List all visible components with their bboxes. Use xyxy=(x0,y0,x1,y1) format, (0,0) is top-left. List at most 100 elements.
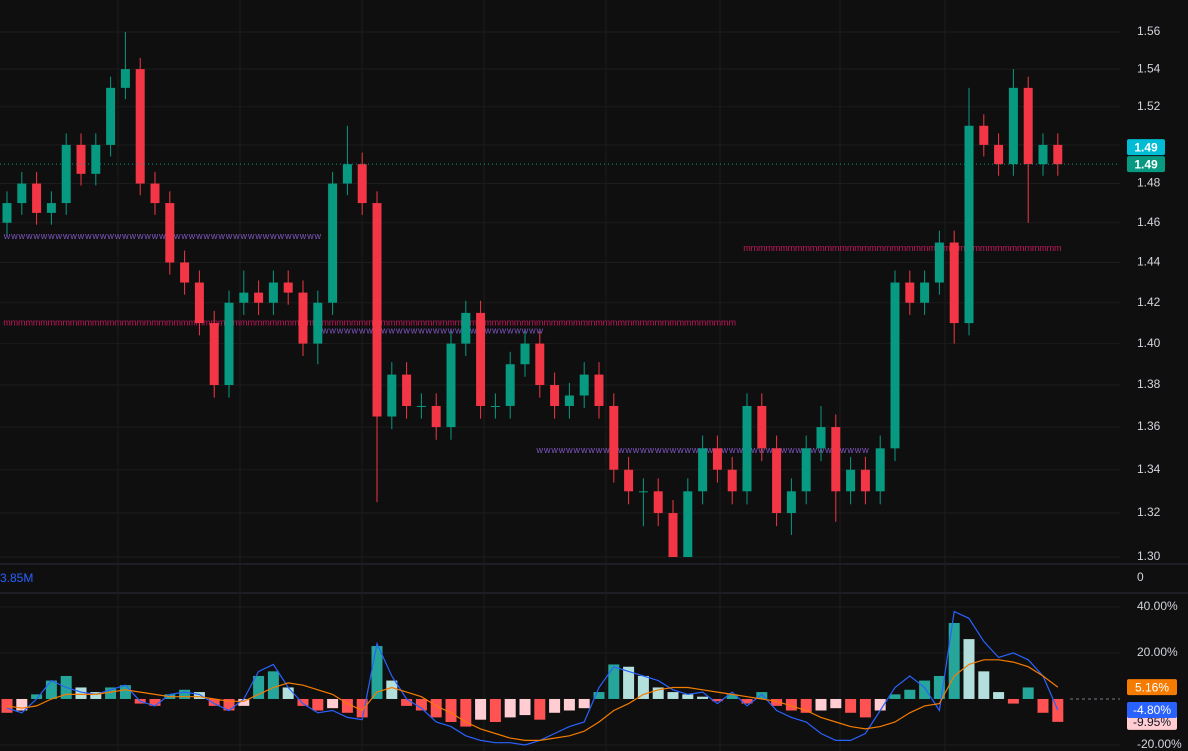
level-symbol: m xyxy=(410,317,418,327)
histogram-bar xyxy=(90,692,102,699)
level-symbol: m xyxy=(499,317,507,327)
candle-body xyxy=(609,405,619,470)
histogram-bar xyxy=(45,680,57,699)
histogram-bar xyxy=(859,698,871,718)
level-symbol: m xyxy=(62,317,70,327)
level-symbol: m xyxy=(802,243,810,253)
candle-body xyxy=(727,469,737,492)
level-symbol: w xyxy=(439,326,447,336)
level-symbol: m xyxy=(270,317,278,327)
level-symbol: m xyxy=(247,317,255,327)
level-symbol: w xyxy=(3,231,11,241)
candle-body xyxy=(594,374,604,406)
level-symbol: m xyxy=(425,317,433,327)
y-tick-label: 1.36 xyxy=(1137,419,1161,433)
value-badge-label: 5.16% xyxy=(1135,680,1169,694)
level-symbol: m xyxy=(514,317,522,327)
level-symbol: m xyxy=(418,317,426,327)
candle-body xyxy=(579,374,589,396)
level-symbol: w xyxy=(632,445,640,455)
candle-body xyxy=(520,343,530,365)
level-symbol: m xyxy=(884,243,892,253)
level-symbol: m xyxy=(743,243,751,253)
level-symbol: m xyxy=(388,317,396,327)
candle-body xyxy=(120,69,130,88)
level-symbol: w xyxy=(195,231,203,241)
candle-body xyxy=(150,183,160,204)
level-symbol: m xyxy=(566,317,574,327)
candle-body xyxy=(875,448,885,492)
candle-body xyxy=(772,448,782,514)
price-badge xyxy=(1127,139,1165,156)
candle-body xyxy=(1023,87,1033,165)
candle-body xyxy=(283,282,293,293)
level-symbol: m xyxy=(921,243,929,253)
level-symbol: w xyxy=(69,231,77,241)
histogram-bar xyxy=(652,687,664,699)
level-symbol: w xyxy=(536,326,544,336)
level-symbol: m xyxy=(647,317,655,327)
level-symbol: w xyxy=(647,445,655,455)
y-tick-label: 1.30 xyxy=(1137,549,1161,563)
candle-body xyxy=(920,282,930,303)
level-symbol: w xyxy=(854,445,862,455)
level-symbol: w xyxy=(10,231,18,241)
level-symbol: m xyxy=(358,317,366,327)
level-symbol: m xyxy=(70,317,78,327)
level-symbol: w xyxy=(402,326,410,336)
level-symbol: m xyxy=(721,317,729,327)
level-symbol: m xyxy=(825,243,833,253)
level-symbol: w xyxy=(240,231,248,241)
candle-body xyxy=(964,125,974,324)
histogram-bar xyxy=(948,623,960,699)
histogram-bar xyxy=(919,680,931,699)
level-symbol: m xyxy=(691,317,699,327)
level-symbol: m xyxy=(395,317,403,327)
level-symbol: m xyxy=(625,317,633,327)
level-symbol: w xyxy=(136,231,144,241)
level-symbol: w xyxy=(336,326,344,336)
level-symbol: w xyxy=(861,445,869,455)
level-symbol: w xyxy=(114,231,122,241)
level-symbol: m xyxy=(854,243,862,253)
level-symbol: w xyxy=(543,445,551,455)
level-symbol: m xyxy=(543,317,551,327)
histogram-bar xyxy=(771,698,783,706)
candle-body xyxy=(180,262,190,283)
histogram-bar xyxy=(341,698,353,713)
level-symbol: m xyxy=(817,243,825,253)
level-symbol: w xyxy=(454,326,462,336)
level-symbol: m xyxy=(284,317,292,327)
candle-body xyxy=(831,427,841,492)
candle-body xyxy=(949,242,959,324)
level-symbol: w xyxy=(491,326,499,336)
price-badge xyxy=(1127,156,1165,173)
level-symbol: m xyxy=(136,317,144,327)
histogram-bar xyxy=(16,698,28,711)
level-symbol: m xyxy=(751,243,759,253)
histogram-bar xyxy=(282,687,294,699)
candle-body xyxy=(505,364,515,406)
histogram-bar xyxy=(874,698,886,711)
histogram-bar xyxy=(356,698,368,718)
level-symbol: m xyxy=(255,317,263,327)
candle-body xyxy=(638,491,648,493)
histogram-bar xyxy=(489,698,501,722)
y-tick-label: 1.52 xyxy=(1137,99,1161,113)
level-symbol: m xyxy=(129,317,137,327)
y-tick-label: 1.42 xyxy=(1137,295,1161,309)
histogram-bar xyxy=(549,698,561,713)
value-badge xyxy=(1127,702,1177,719)
level-symbol: m xyxy=(484,317,492,327)
y-tick-label: -20.00% xyxy=(1137,737,1182,751)
level-symbol: m xyxy=(277,317,285,327)
level-symbol: m xyxy=(25,317,33,327)
level-symbol: m xyxy=(980,243,988,253)
level-symbol: m xyxy=(151,317,159,327)
level-symbol: w xyxy=(750,445,758,455)
candle-body xyxy=(342,164,352,184)
level-symbol: m xyxy=(336,317,344,327)
level-symbol: w xyxy=(469,326,477,336)
